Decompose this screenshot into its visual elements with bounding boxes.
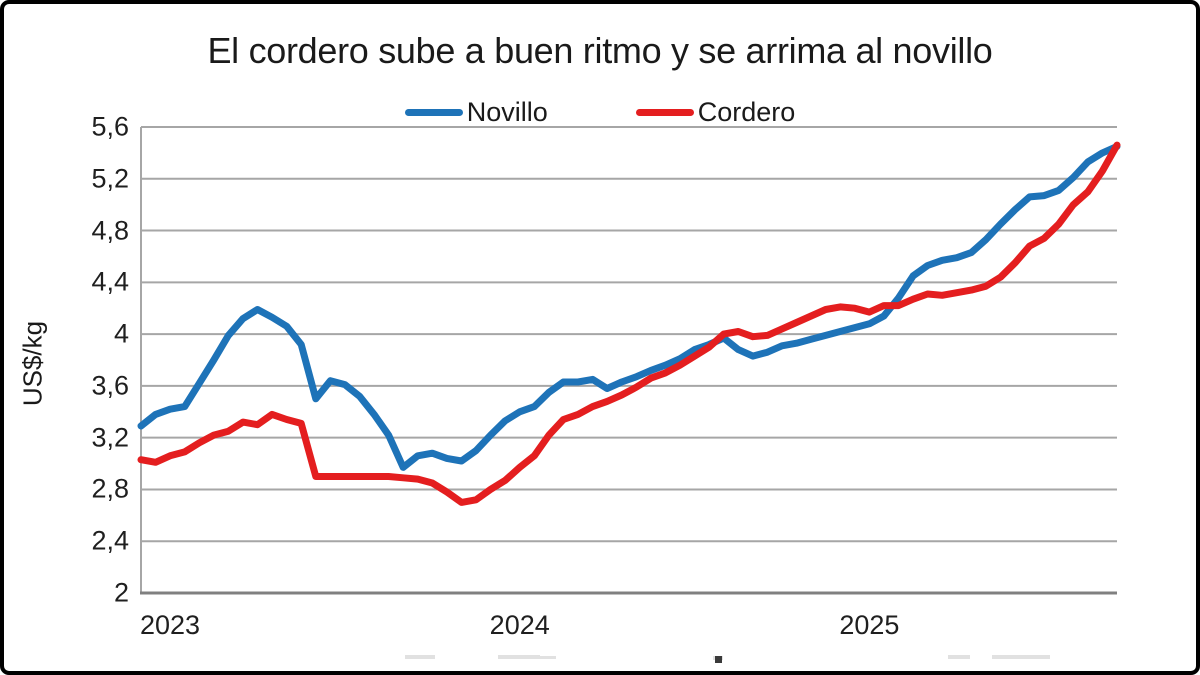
legend-label-novillo: Novillo bbox=[466, 96, 548, 127]
x-tick-label: 2023 bbox=[139, 610, 201, 640]
novillo-line-swatch-icon bbox=[404, 108, 463, 116]
cordero-line-swatch-icon bbox=[635, 108, 694, 116]
cropped-caption-fragment bbox=[540, 656, 556, 659]
legend: Novillo Cordero bbox=[4, 96, 1196, 128]
y-tick-label: 4 bbox=[113, 318, 129, 349]
y-tick-label: 4,8 bbox=[91, 215, 129, 246]
plot-area bbox=[137, 126, 1121, 663]
y-tick-label: 3,2 bbox=[91, 422, 129, 453]
legend-label-cordero: Cordero bbox=[697, 96, 796, 127]
y-tick-label: 2,4 bbox=[91, 525, 129, 556]
legend-item-cordero: Cordero bbox=[635, 96, 796, 128]
legend-item-novillo: Novillo bbox=[404, 96, 548, 128]
y-tick-label: 2,8 bbox=[91, 473, 129, 504]
chart-title: El cordero sube a buen ritmo y se arrima… bbox=[207, 30, 993, 71]
y-tick-label: 5,6 bbox=[91, 111, 129, 142]
series-line-novillo bbox=[137, 142, 1121, 471]
cropped-caption-fragment bbox=[498, 655, 540, 659]
cropped-caption-fragment bbox=[405, 655, 435, 659]
x-tick-label: 2024 bbox=[489, 610, 550, 640]
y-tick-label: 5,2 bbox=[91, 163, 129, 194]
cropped-caption-fragment bbox=[948, 655, 970, 659]
cropped-caption-fragment bbox=[715, 656, 722, 663]
cropped-caption-fragment bbox=[992, 655, 1050, 659]
y-tick-label: 3,6 bbox=[91, 370, 129, 401]
y-tick-label: 4,4 bbox=[91, 266, 129, 297]
series-line-cordero bbox=[137, 141, 1121, 506]
y-tick-label: 2 bbox=[113, 577, 129, 608]
x-tick-label: 2025 bbox=[839, 610, 900, 640]
